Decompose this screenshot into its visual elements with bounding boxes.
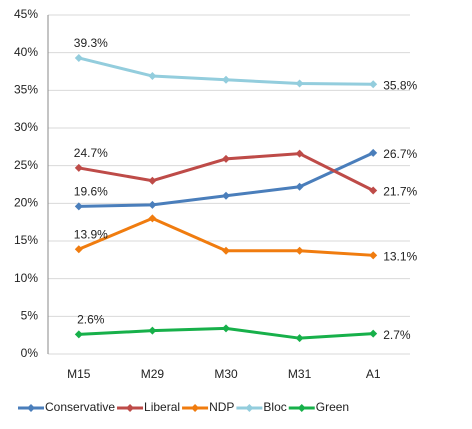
point-marker: [369, 148, 378, 157]
point-marker: [148, 176, 157, 185]
y-tick-label: 10%: [14, 271, 38, 285]
data-label: 13.1%: [383, 249, 417, 263]
data-label: 24.7%: [74, 146, 108, 160]
data-label: 13.9%: [74, 227, 108, 241]
y-tick-label: 45%: [14, 7, 38, 21]
legend-marker: [297, 404, 306, 412]
point-marker: [369, 186, 378, 195]
x-tick-label: M30: [214, 367, 238, 381]
legend-label: Green: [316, 400, 349, 414]
legend-label: Conservative: [45, 400, 115, 414]
point-marker: [222, 246, 230, 255]
point-marker: [148, 214, 157, 223]
y-tick-label: 40%: [14, 45, 38, 59]
data-label: 19.6%: [74, 185, 108, 199]
x-tick-label: M31: [288, 367, 312, 381]
point-marker: [148, 200, 157, 209]
point-marker: [222, 191, 230, 200]
y-tick-label: 15%: [14, 233, 38, 247]
point-marker: [148, 326, 157, 335]
data-label: 39.3%: [74, 36, 108, 50]
point-marker: [369, 329, 378, 338]
legend-marker: [245, 404, 254, 412]
y-tick-label: 20%: [14, 196, 38, 210]
y-tick-label: 30%: [14, 120, 38, 134]
point-marker: [295, 149, 304, 158]
data-label: 26.7%: [383, 147, 417, 161]
legend-marker: [191, 404, 200, 412]
y-tick-label: 0%: [21, 346, 39, 360]
point-marker: [74, 163, 83, 172]
y-tick-label: 35%: [14, 83, 38, 97]
y-tick-label: 5%: [21, 309, 39, 323]
data-label: 35.8%: [383, 78, 417, 92]
point-marker: [222, 324, 230, 333]
x-tick-label: M29: [141, 367, 165, 381]
legend-label: NDP: [209, 400, 234, 414]
legend-marker: [126, 404, 135, 412]
point-marker: [74, 202, 83, 211]
legend-label: Liberal: [144, 400, 180, 414]
point-marker: [222, 154, 230, 163]
x-tick-label: M15: [67, 367, 91, 381]
point-marker: [74, 245, 83, 254]
point-marker: [74, 53, 83, 62]
legend-marker: [27, 404, 35, 412]
point-marker: [369, 80, 378, 89]
point-marker: [222, 75, 230, 84]
data-label: 21.7%: [383, 185, 417, 199]
data-label: 2.7%: [383, 328, 411, 342]
point-marker: [295, 334, 304, 343]
point-marker: [369, 251, 378, 260]
point-marker: [295, 182, 304, 191]
point-marker: [295, 246, 304, 255]
point-marker: [74, 330, 83, 339]
legend-label: Bloc: [263, 400, 286, 414]
x-tick-label: A1: [366, 367, 381, 381]
point-marker: [295, 79, 304, 88]
y-tick-label: 25%: [14, 158, 38, 172]
point-marker: [148, 72, 157, 81]
data-label: 2.6%: [77, 313, 105, 327]
